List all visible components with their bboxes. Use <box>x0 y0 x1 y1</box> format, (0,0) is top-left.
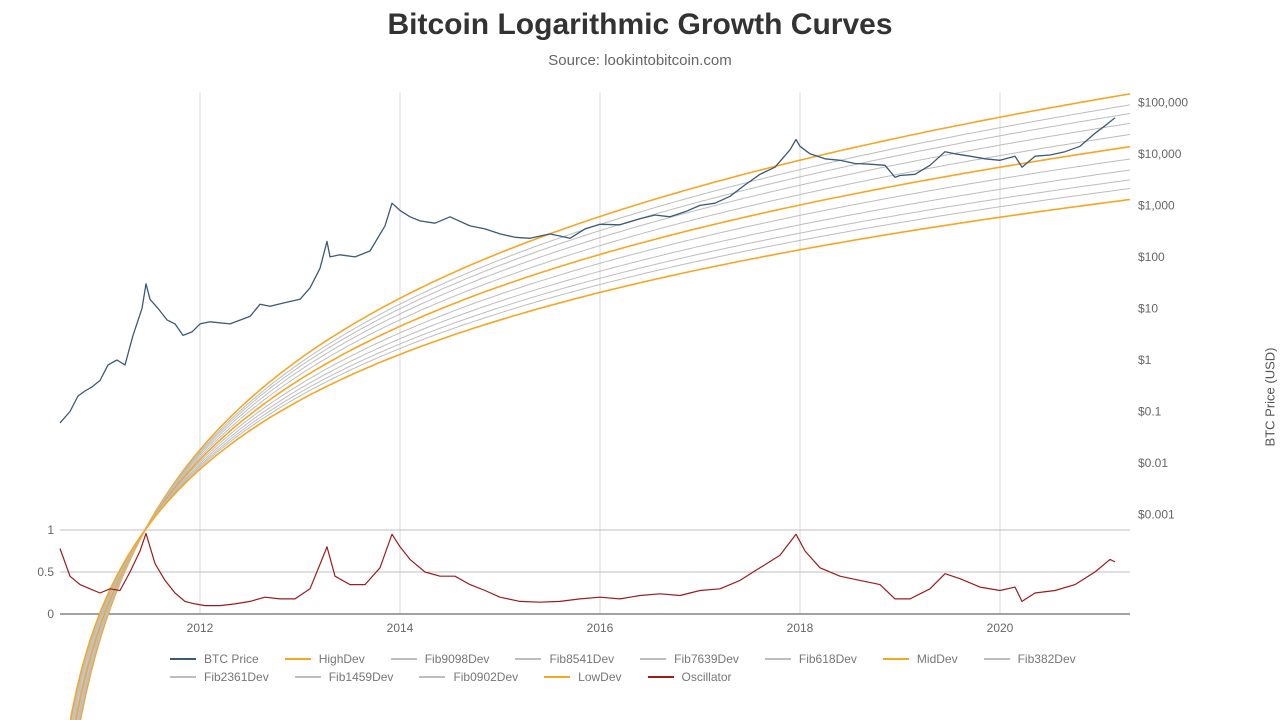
svg-text:$100,000: $100,000 <box>1138 95 1188 109</box>
chart-svg: 2012 2014 2016 2018 2020 $0.001 $0.01 $0.1 $1 $10… <box>0 0 1280 720</box>
legend-label: LowDev <box>578 670 621 684</box>
svg-text:$0.1: $0.1 <box>1138 404 1162 418</box>
legend-item[interactable]: MidDev <box>883 652 958 666</box>
legend-swatch <box>640 658 666 660</box>
legend-swatch <box>984 658 1010 660</box>
legend-swatch <box>648 676 674 678</box>
legend-item[interactable]: Fib1459Dev <box>295 670 394 684</box>
y-axis-label: BTC Price (USD) <box>1263 348 1278 447</box>
legend-label: Fib7639Dev <box>674 652 739 666</box>
svg-text:$0.001: $0.001 <box>1138 508 1175 522</box>
legend-item[interactable]: Fib0902Dev <box>419 670 518 684</box>
svg-text:$0.01: $0.01 <box>1138 456 1168 470</box>
legend-item[interactable]: LowDev <box>544 670 621 684</box>
legend-swatch <box>170 658 196 660</box>
legend-item[interactable]: Oscillator <box>648 670 732 684</box>
svg-text:0.5: 0.5 <box>37 565 54 579</box>
svg-text:$10: $10 <box>1138 301 1158 315</box>
legend-label: Fib1459Dev <box>329 670 394 684</box>
legend-item[interactable]: Fib8541Dev <box>515 652 614 666</box>
svg-text:0: 0 <box>47 607 54 621</box>
legend-item[interactable]: Fib382Dev <box>984 652 1076 666</box>
svg-text:1: 1 <box>47 523 54 537</box>
legend-item[interactable]: Fib618Dev <box>765 652 857 666</box>
legend-label: HighDev <box>319 652 365 666</box>
legend-swatch <box>419 676 445 678</box>
legend-swatch <box>170 676 196 678</box>
legend-swatch <box>544 676 570 678</box>
legend-swatch <box>391 658 417 660</box>
legend-item[interactable]: Fib2361Dev <box>170 670 269 684</box>
legend-label: Fib2361Dev <box>204 670 269 684</box>
svg-text:2016: 2016 <box>587 621 614 635</box>
legend-item[interactable]: Fib9098Dev <box>391 652 490 666</box>
legend-label: Oscillator <box>682 670 732 684</box>
svg-text:2014: 2014 <box>387 621 414 635</box>
svg-text:2020: 2020 <box>987 621 1014 635</box>
legend-swatch <box>515 658 541 660</box>
legend-label: Fib8541Dev <box>549 652 614 666</box>
svg-text:2018: 2018 <box>787 621 814 635</box>
legend-item[interactable]: Fib7639Dev <box>640 652 739 666</box>
legend-label: MidDev <box>917 652 958 666</box>
legend-swatch <box>285 658 311 660</box>
svg-text:$1,000: $1,000 <box>1138 198 1175 212</box>
legend: BTC Price HighDev Fib9098Dev Fib8541Dev Fib7… <box>170 652 1220 688</box>
legend-label: Fib618Dev <box>799 652 857 666</box>
legend-label: Fib382Dev <box>1018 652 1076 666</box>
chart-container: Bitcoin Logarithmic Growth Curves Source… <box>0 0 1280 720</box>
legend-swatch <box>765 658 791 660</box>
svg-text:2012: 2012 <box>187 621 214 635</box>
legend-item[interactable]: BTC Price <box>170 652 259 666</box>
legend-label: BTC Price <box>204 652 259 666</box>
svg-text:$100: $100 <box>1138 250 1165 264</box>
svg-text:$10,000: $10,000 <box>1138 147 1182 161</box>
legend-item[interactable]: HighDev <box>285 652 365 666</box>
legend-label: Fib9098Dev <box>425 652 490 666</box>
legend-swatch <box>883 658 909 660</box>
svg-text:$1: $1 <box>1138 353 1152 367</box>
legend-label: Fib0902Dev <box>453 670 518 684</box>
legend-swatch <box>295 676 321 678</box>
